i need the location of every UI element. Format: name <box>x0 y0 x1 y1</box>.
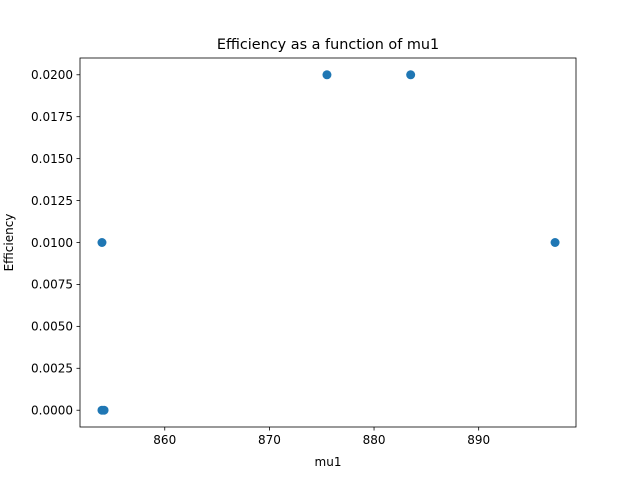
x-axis: 860 870 880 890 <box>153 427 490 447</box>
x-tick-label: 890 <box>467 433 490 447</box>
data-point <box>322 70 332 80</box>
y-tick-label: 0.0075 <box>31 278 73 292</box>
data-point <box>550 238 560 247</box>
y-tick-label: 0.0100 <box>31 236 73 250</box>
x-tick-label: 880 <box>363 433 386 447</box>
data-point <box>406 70 416 80</box>
y-axis-label: Efficiency <box>2 214 16 272</box>
y-tick-label: 0.0175 <box>31 110 73 124</box>
y-tick-label: 0.0200 <box>31 68 73 82</box>
y-tick-label: 0.0050 <box>31 320 73 334</box>
y-tick-label: 0.0025 <box>31 362 73 376</box>
x-tick-label: 860 <box>153 433 176 447</box>
data-point <box>99 405 109 415</box>
data-point <box>97 238 107 247</box>
chart-title: Efficiency as a function of mu1 <box>217 37 439 53</box>
y-tick-label: 0.0125 <box>31 194 73 208</box>
x-axis-label: mu1 <box>315 455 342 469</box>
y-tick-label: 0.0000 <box>31 404 73 418</box>
x-tick-label: 870 <box>258 433 281 447</box>
y-tick-label: 0.0150 <box>31 152 73 166</box>
data-points <box>97 70 560 415</box>
y-axis: 0.0000 0.0025 0.0050 0.0075 0.0100 0.0125 0.01… <box>31 68 80 418</box>
